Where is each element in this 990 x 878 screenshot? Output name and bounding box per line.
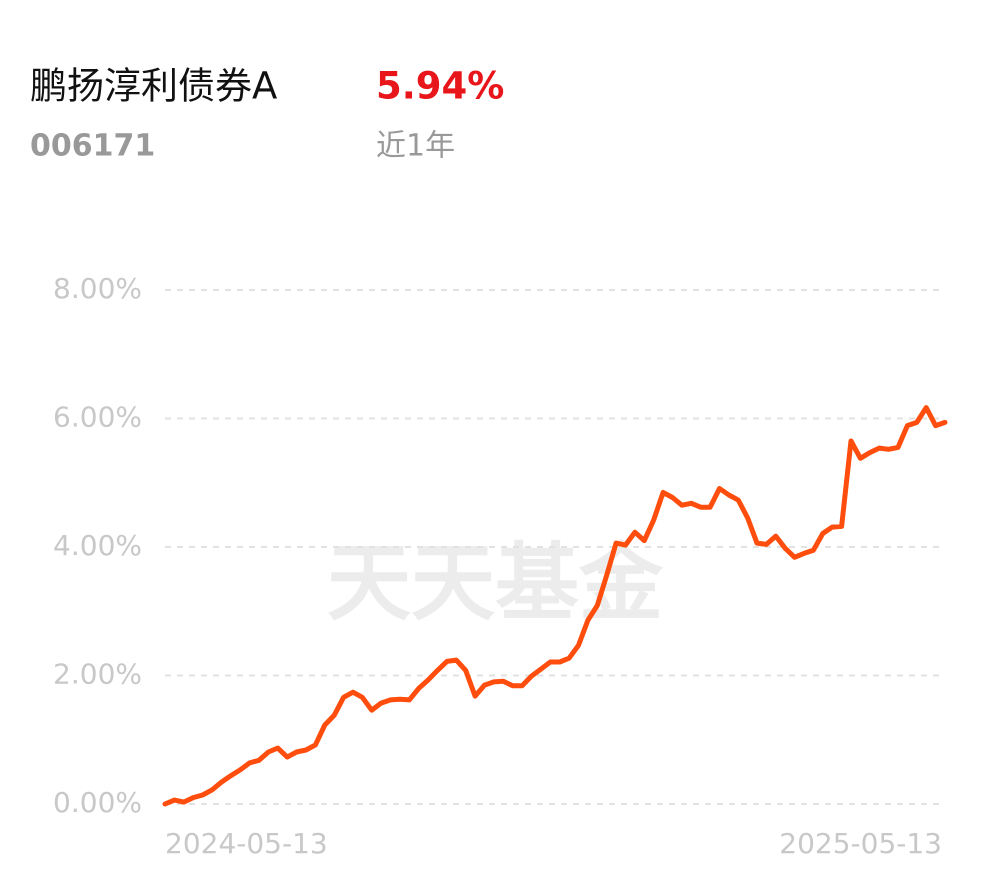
y-tick-label: 0.00% [53,786,142,819]
fund-return: 5.94% [376,65,504,108]
fund-code: 006171 [30,129,155,164]
fund-name: 鹏扬淳利债券A [30,65,277,108]
x-tick-label: 2024-05-13 [165,827,328,860]
x-tick-label: 2025-05-13 [779,827,942,860]
y-tick-label: 4.00% [53,529,142,562]
y-tick-label: 6.00% [53,401,142,434]
price-line [162,405,948,807]
y-tick-label: 8.00% [53,272,142,305]
period: 近1年 [376,129,455,164]
y-tick-label: 2.00% [53,658,142,691]
watermark: 天天基金 [327,533,664,632]
